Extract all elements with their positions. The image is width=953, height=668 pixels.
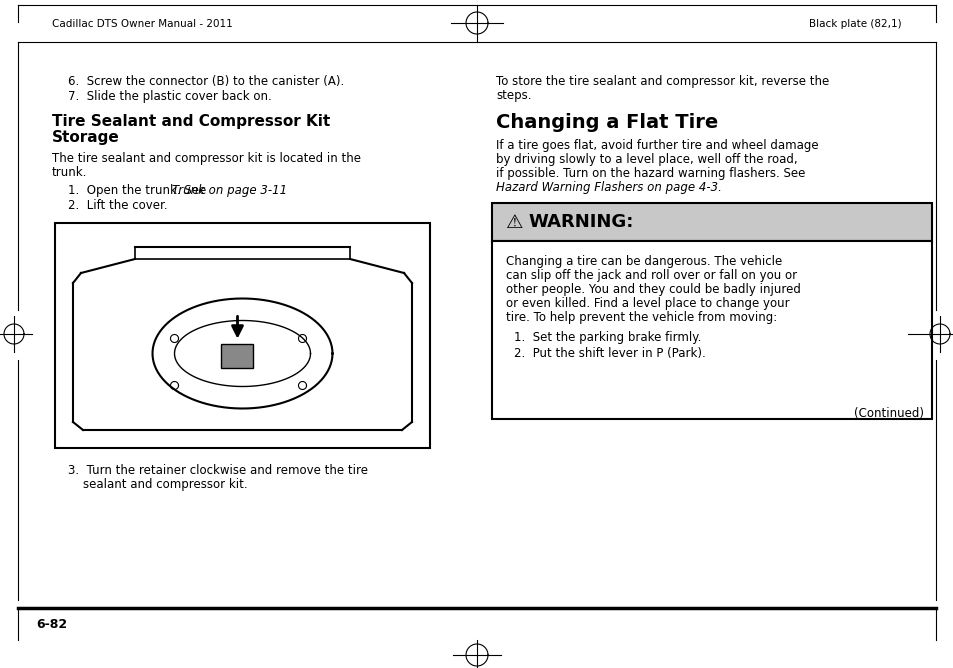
Text: Trunk on page 3-11: Trunk on page 3-11 — [172, 184, 287, 197]
Text: by driving slowly to a level place, well off the road,: by driving slowly to a level place, well… — [496, 153, 797, 166]
Text: sealant and compressor kit.: sealant and compressor kit. — [68, 478, 248, 491]
Text: 7.  Slide the plastic cover back on.: 7. Slide the plastic cover back on. — [68, 90, 272, 103]
Text: 2.  Put the shift lever in P (Park).: 2. Put the shift lever in P (Park). — [514, 347, 705, 360]
Text: Changing a tire can be dangerous. The vehicle: Changing a tire can be dangerous. The ve… — [505, 255, 781, 268]
Text: Storage: Storage — [52, 130, 120, 145]
Text: 6.  Screw the connector (B) to the canister (A).: 6. Screw the connector (B) to the canist… — [68, 75, 344, 88]
Text: Tire Sealant and Compressor Kit: Tire Sealant and Compressor Kit — [52, 114, 330, 129]
Text: steps.: steps. — [496, 89, 531, 102]
Text: WARNING:: WARNING: — [527, 213, 633, 231]
Text: 2.  Lift the cover.: 2. Lift the cover. — [68, 199, 168, 212]
Text: tire. To help prevent the vehicle from moving:: tire. To help prevent the vehicle from m… — [505, 311, 777, 324]
Text: Hazard Warning Flashers on page 4-3.: Hazard Warning Flashers on page 4-3. — [496, 181, 721, 194]
Text: (Continued): (Continued) — [853, 407, 923, 420]
Bar — [492, 203, 931, 241]
Text: if possible. Turn on the hazard warning flashers. See: if possible. Turn on the hazard warning … — [496, 167, 804, 180]
Text: The tire sealant and compressor kit is located in the: The tire sealant and compressor kit is l… — [52, 152, 360, 165]
Text: can slip off the jack and roll over or fall on you or: can slip off the jack and roll over or f… — [505, 269, 797, 282]
Text: or even killed. Find a level place to change your: or even killed. Find a level place to ch… — [505, 297, 789, 310]
Text: Black plate (82,1): Black plate (82,1) — [808, 19, 901, 29]
Text: .: . — [244, 184, 248, 197]
Text: Changing a Flat Tire: Changing a Flat Tire — [496, 113, 718, 132]
Text: To store the tire sealant and compressor kit, reverse the: To store the tire sealant and compressor… — [496, 75, 828, 88]
Text: trunk.: trunk. — [52, 166, 88, 179]
Text: ⚠: ⚠ — [505, 212, 523, 232]
Text: If a tire goes flat, avoid further tire and wheel damage: If a tire goes flat, avoid further tire … — [496, 139, 818, 152]
Text: 1.  Open the trunk. See: 1. Open the trunk. See — [68, 184, 210, 197]
Text: 1.  Set the parking brake firmly.: 1. Set the parking brake firmly. — [514, 331, 700, 344]
Text: 3.  Turn the retainer clockwise and remove the tire: 3. Turn the retainer clockwise and remov… — [68, 464, 368, 477]
Text: Cadillac DTS Owner Manual - 2011: Cadillac DTS Owner Manual - 2011 — [52, 19, 233, 29]
Bar — [221, 343, 253, 367]
Bar — [492, 241, 931, 419]
Text: 6-82: 6-82 — [36, 617, 67, 631]
Text: other people. You and they could be badly injured: other people. You and they could be badl… — [505, 283, 800, 296]
Bar — [55, 223, 430, 448]
